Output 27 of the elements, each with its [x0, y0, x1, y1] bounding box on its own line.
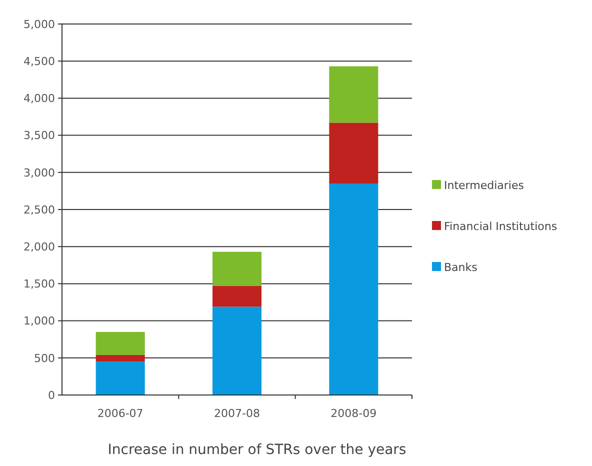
text: Increase in number of STRs over the years	[108, 442, 406, 458]
bar	[329, 122, 378, 184]
legend-label: Financial Institutions	[444, 220, 558, 233]
bar	[329, 66, 378, 123]
x-tick-label: 2007-08	[214, 407, 260, 420]
y-tick-label: 5,000	[24, 18, 55, 31]
bar	[96, 362, 145, 395]
legend-label: Banks	[444, 260, 478, 274]
bar	[96, 332, 145, 355]
x-tick-label: 2006-07	[97, 407, 144, 420]
y-tick-label: 4,000	[24, 92, 55, 106]
y-tick-label: 4,500	[24, 54, 55, 68]
y-tick-label: 3,500	[24, 129, 55, 142]
bar	[212, 252, 262, 286]
bar	[212, 286, 262, 307]
y-tick-label: 0	[48, 388, 55, 402]
bar	[212, 306, 262, 395]
y-tick-label: 500	[34, 352, 55, 365]
y-tick-label: 1,500	[24, 278, 55, 291]
y-tick-label: 1,000	[24, 314, 55, 328]
bar	[96, 354, 145, 362]
y-tick-label: 2,500	[24, 203, 55, 216]
legend-label: Intermediaries	[444, 178, 524, 192]
y-tick-label: 2,000	[24, 240, 55, 254]
y-tick-label: 3,000	[24, 166, 55, 180]
bar	[329, 184, 378, 395]
x-tick-label: 2008-09	[330, 407, 377, 420]
